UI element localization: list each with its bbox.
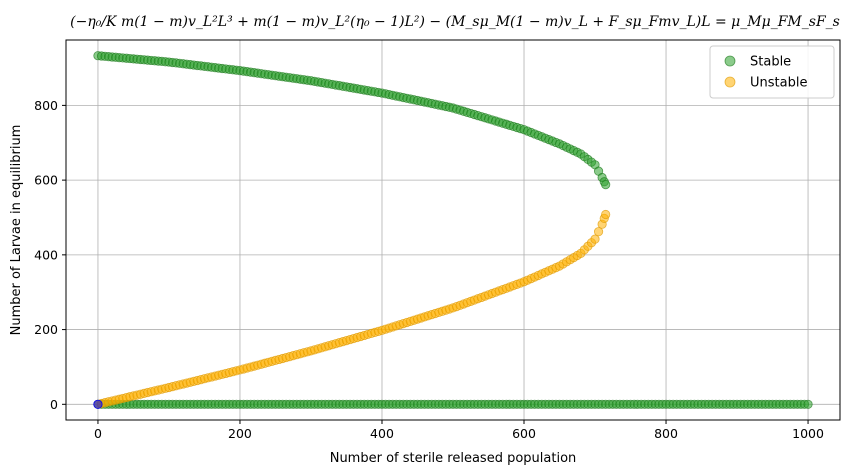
legend-box	[709, 45, 835, 99]
scatter-point	[803, 399, 813, 409]
x-tick-label: 1000	[792, 426, 824, 441]
x-tick-label: 400	[370, 426, 394, 441]
y-tick-label: 200	[34, 322, 58, 337]
x-tick-label: 200	[228, 426, 252, 441]
y-tick-label: 800	[34, 98, 58, 113]
plot-area	[66, 40, 840, 420]
legend-label: Stable	[750, 55, 791, 70]
legend-marker	[724, 76, 736, 88]
legend: Stable Unstable	[709, 45, 835, 99]
scatter-point	[593, 227, 604, 237]
scatter-point	[601, 180, 611, 190]
y-tick-label: 400	[34, 247, 58, 262]
x-tick-label: 0	[94, 426, 102, 441]
scatter-point	[590, 234, 600, 244]
series-unstable	[93, 209, 611, 409]
scatter-point	[601, 209, 611, 220]
x-tick-label: 600	[512, 426, 536, 441]
tick-layer: 0 200 400 600 800 1000 0 200 400 600 800	[34, 98, 824, 441]
x-axis-title: Number of sterile released population	[330, 451, 577, 466]
chart-title: (−η₀/K m(1 − m)v_L²L³ + m(1 − m)v_L²(η₀ …	[70, 14, 840, 30]
legend-label: Unstable	[750, 76, 807, 91]
chart-title-group: (−η₀/K m(1 − m)v_L²L³ + m(1 − m)v_L²(η₀ …	[70, 14, 840, 30]
y-tick-label: 600	[34, 173, 58, 188]
plot-frame	[65, 39, 841, 421]
data-layer	[93, 51, 813, 409]
origin-point	[93, 399, 103, 409]
legend-marker	[724, 55, 736, 67]
x-tick-label: 800	[654, 426, 678, 441]
y-tick-label: 0	[50, 397, 58, 412]
y-axis-title: Number of Larvae in equilibrium	[9, 125, 24, 336]
